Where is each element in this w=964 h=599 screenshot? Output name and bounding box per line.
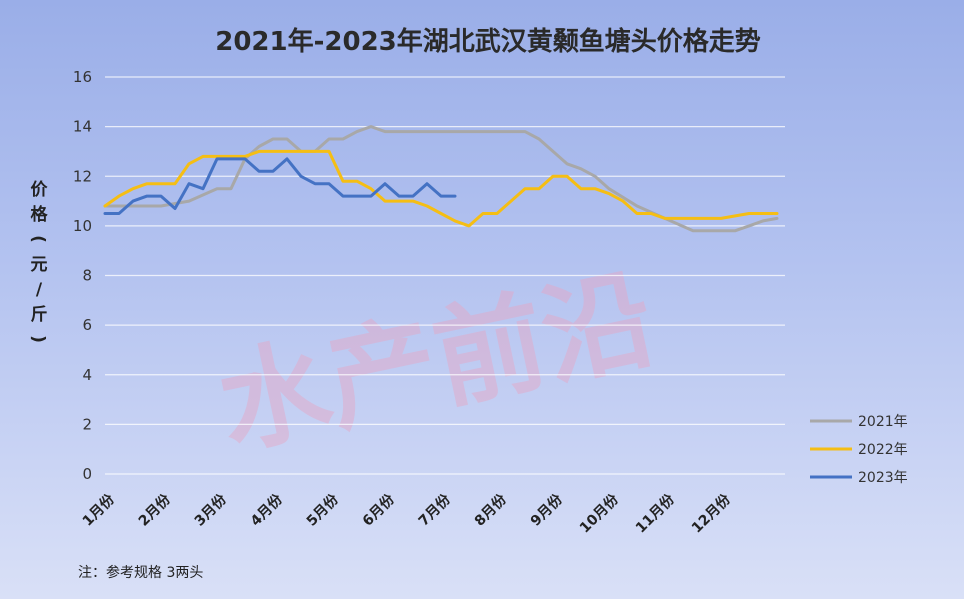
- x-tick-label: 7月份: [415, 490, 454, 529]
- y-axis-label-char: /: [36, 280, 43, 300]
- x-tick-label: 10月份: [576, 490, 622, 536]
- y-tick-label: 10: [73, 217, 92, 235]
- y-tick-label: 12: [73, 167, 92, 185]
- watermark-text: 水产前沿: [208, 254, 665, 471]
- x-tick-label: 6月份: [359, 490, 398, 529]
- y-tick-label: 2: [82, 415, 92, 433]
- y-axis-label-char: 格: [31, 204, 49, 225]
- x-tick-label: 12月份: [688, 490, 734, 536]
- x-tick-label: 8月份: [471, 490, 510, 529]
- x-tick-label: 3月份: [191, 490, 230, 529]
- x-tick-label: 9月份: [527, 490, 566, 529]
- x-tick-label: 11月份: [632, 490, 678, 536]
- series-line-3: [103, 157, 457, 215]
- y-axis-label-char: 元: [31, 255, 48, 275]
- y-axis-label-char: 价: [31, 180, 49, 200]
- y-tick-label: 8: [82, 267, 92, 285]
- y-axis-label-char: ): [28, 335, 48, 343]
- x-tick-label: 4月份: [247, 490, 286, 529]
- y-axis-label-char: 斤: [31, 305, 48, 325]
- footnote: 注：参考规格 3两头: [78, 564, 203, 581]
- x-tick-label: 2月份: [135, 490, 174, 529]
- chart-title: 2021年-2023年湖北武汉黄颡鱼塘头价格走势: [215, 26, 761, 57]
- y-tick-label: 6: [82, 316, 92, 334]
- y-tick-label: 14: [73, 118, 92, 136]
- series-line-2: [103, 149, 779, 228]
- legend-label-3: 2023年: [858, 470, 908, 486]
- legend-label-1: 2021年: [858, 414, 908, 430]
- y-tick-label: 16: [73, 68, 92, 86]
- x-tick-label: 1月份: [79, 490, 118, 529]
- y-tick-label: 4: [82, 366, 92, 384]
- legend-label-2: 2022年: [858, 442, 908, 458]
- y-axis-label-char: (: [28, 235, 48, 243]
- x-tick-label: 5月份: [303, 490, 342, 529]
- y-tick-label: 0: [82, 465, 92, 483]
